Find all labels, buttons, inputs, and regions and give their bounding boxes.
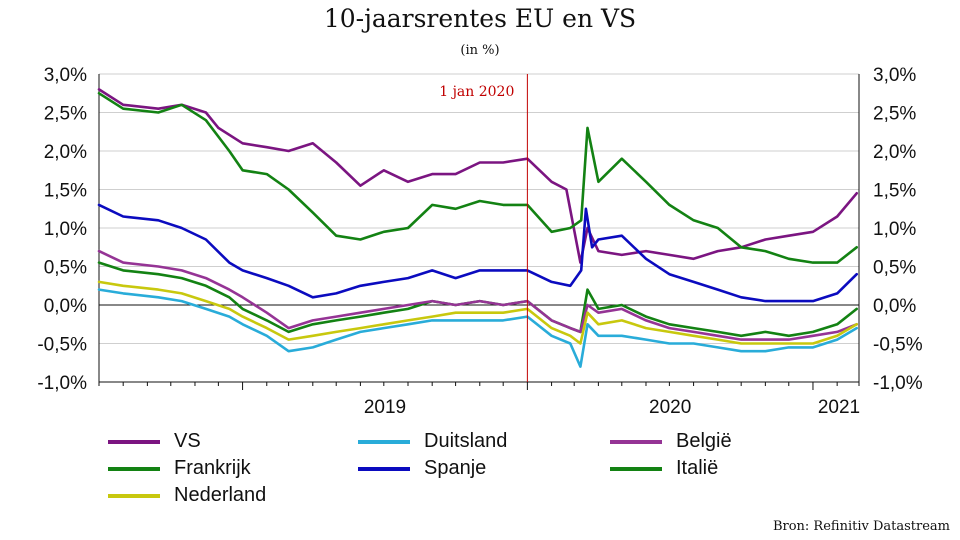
legend-swatch <box>108 466 160 471</box>
series-lines <box>97 88 859 368</box>
series-line-spanje <box>97 203 859 303</box>
annotation: 1 jan 2020 <box>439 74 528 382</box>
y-tick-label-right: 2,5% <box>873 104 916 125</box>
legend-label: Nederland <box>174 484 267 506</box>
series-line-italie <box>97 261 859 338</box>
x-tick-label: 2019 <box>364 397 406 418</box>
legend-swatch <box>108 493 160 498</box>
y-tick-label-left: 0,0% <box>44 296 87 317</box>
legend-item-italie: Italië <box>610 457 718 480</box>
y-tick-label-left: 0,5% <box>44 258 87 279</box>
legend-label: Frankrijk <box>174 457 251 479</box>
legend-swatch <box>358 466 410 471</box>
y-tick-label-right: -1,0% <box>873 373 923 394</box>
y-tick-label-right: 1,5% <box>873 181 916 202</box>
y-tick-label-left: 2,0% <box>44 142 87 163</box>
y-tick-label-left: -1,0% <box>37 373 87 394</box>
legend-label: Italië <box>676 457 719 479</box>
legend-item-vs: VS <box>108 430 201 453</box>
legend-item-nederland: Nederland <box>108 484 266 507</box>
y-tick-label-left: 1,5% <box>44 181 87 202</box>
series-line-nederland <box>97 280 859 345</box>
legend-swatch <box>610 439 662 444</box>
legend-item-duitsland: Duitsland <box>358 430 507 453</box>
y-tick-label-left: 3,0% <box>44 65 87 86</box>
y-tick-label-right: 1,0% <box>873 219 916 240</box>
legend-label: VS <box>174 430 201 452</box>
x-tick-label: 2021 <box>818 397 860 418</box>
annotation-label: 1 jan 2020 <box>439 84 514 100</box>
series-line-frankrijk <box>97 92 859 264</box>
legend-item-spanje: Spanje <box>358 457 486 480</box>
y-tick-label-left: 1,0% <box>44 219 87 240</box>
legend-label: België <box>676 430 732 452</box>
x-tick-label: 2020 <box>649 397 691 418</box>
legend-swatch <box>358 439 410 444</box>
series-line-vs <box>97 88 859 264</box>
legend-item-frankrijk: Frankrijk <box>108 457 251 480</box>
y-tick-label-right: 2,0% <box>873 142 916 163</box>
legend-item-belgie: België <box>610 430 732 453</box>
chart-subtitle: (in %) <box>460 43 500 58</box>
y-tick-label-left: 2,5% <box>44 104 87 125</box>
series-line-duitsland <box>97 288 859 368</box>
y-tick-label-right: 3,0% <box>873 65 916 86</box>
source-note: Bron: Refinitiv Datastream <box>772 519 950 534</box>
series-line-belgie <box>97 249 859 341</box>
y-tick-label-right: 0,5% <box>873 258 916 279</box>
axes: 3,0% 3,0% 2,5% 2,5% 2,0% 2,0% 1,5% 1,5% 1,0% 1,0%… <box>37 65 922 418</box>
chart-title: 10-jaarsrentes EU en VS <box>323 4 637 33</box>
y-tick-label-right: -0,5% <box>873 335 923 356</box>
legend-label: Duitsland <box>424 430 508 452</box>
y-tick-label-left: -0,5% <box>37 335 87 356</box>
legend-swatch <box>610 466 662 471</box>
legend-swatch <box>108 439 160 444</box>
legend-label: Spanje <box>424 457 487 479</box>
y-tick-label-right: 0,0% <box>873 296 916 317</box>
